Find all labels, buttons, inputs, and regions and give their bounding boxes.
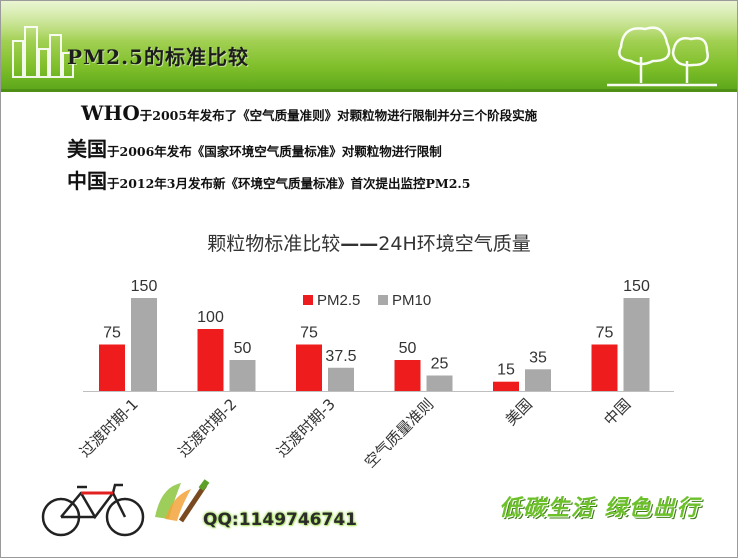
intro-line-who: WHO于2005年发布了《空气质量准则》对颗粒物进行限制并分三个阶段实施	[81, 101, 537, 125]
bar-pm10	[525, 369, 551, 391]
intro-text: 于2005年发布了《空气质量准则》对颗粒物进行限制并分三个阶段实施	[139, 108, 538, 123]
bar-pm10	[131, 298, 157, 391]
chart-title: 颗粒物标准比较——24H环境空气质量	[1, 229, 737, 256]
trees-icon	[607, 26, 717, 87]
chart-title-prefix: 颗粒物标准比较	[207, 233, 341, 255]
bar-pm10	[623, 298, 650, 391]
header-divider	[1, 89, 737, 92]
bar-pm10	[229, 360, 256, 391]
data-label: 25	[431, 356, 449, 373]
data-label: 15	[497, 362, 515, 379]
data-label: 150	[623, 278, 650, 295]
bar-pm25	[99, 344, 125, 391]
intro-lead: 美国	[67, 137, 107, 161]
legend-label-pm25: PM2.5	[317, 292, 360, 309]
legend-label-pm10: PM10	[392, 292, 431, 309]
bar-pm25	[197, 329, 224, 391]
intro-lead: 中国	[67, 169, 107, 193]
data-label: 50	[234, 340, 252, 357]
bar-pm25	[591, 344, 618, 391]
bar-pm25	[493, 381, 519, 391]
legend-swatch-pm25	[303, 295, 313, 305]
qq-contact: QQ:1149746741	[203, 510, 357, 530]
category-label: 美国	[502, 395, 536, 429]
bar-pm10	[426, 375, 453, 391]
bicycle-icon	[41, 483, 145, 537]
intro-lead: WHO	[81, 101, 140, 125]
category-label: 过渡时期-1	[76, 395, 142, 461]
data-label: 75	[300, 325, 318, 342]
chart-title-suffix: 24H环境空气质量	[378, 233, 531, 255]
data-label: 37.5	[325, 348, 356, 365]
bar-pm25	[394, 360, 421, 391]
paint-brush-icon	[155, 479, 210, 523]
category-label: 过渡时期-3	[273, 395, 339, 461]
slogan-text: 低碳生活 绿色出行	[499, 496, 701, 521]
data-label: 100	[197, 309, 224, 326]
data-label: 35	[529, 349, 547, 366]
city-skyline-icon	[12, 26, 74, 78]
data-label: 75	[596, 325, 614, 342]
slide-title: PM2.5的标准比较	[67, 45, 249, 69]
legend-swatch-pm10	[378, 295, 388, 305]
intro-line-china: 中国于2012年3月发布新《环境空气质量标准》首次提出监控PM2.5	[67, 165, 470, 194]
intro-line-usa: 美国于2006年发布《国家环境空气质量标准》对颗粒物进行限制	[67, 133, 442, 162]
header-shine	[1, 1, 737, 41]
category-label: 空气质量准则	[361, 395, 437, 471]
bar-pm10	[328, 367, 354, 391]
chart-title-dash: ——	[340, 233, 379, 255]
data-label: 50	[399, 340, 417, 357]
intro-text: 于2006年发布《国家环境空气质量标准》对颗粒物进行限制	[107, 144, 442, 159]
category-label: 过渡时期-2	[175, 395, 241, 461]
bar-pm25	[296, 344, 322, 391]
data-label: 150	[131, 278, 158, 295]
intro-text: 于2012年3月发布新《环境空气质量标准》首次提出监控PM2.5	[107, 176, 471, 191]
data-label: 75	[103, 325, 121, 342]
category-label: 中国	[600, 395, 634, 429]
